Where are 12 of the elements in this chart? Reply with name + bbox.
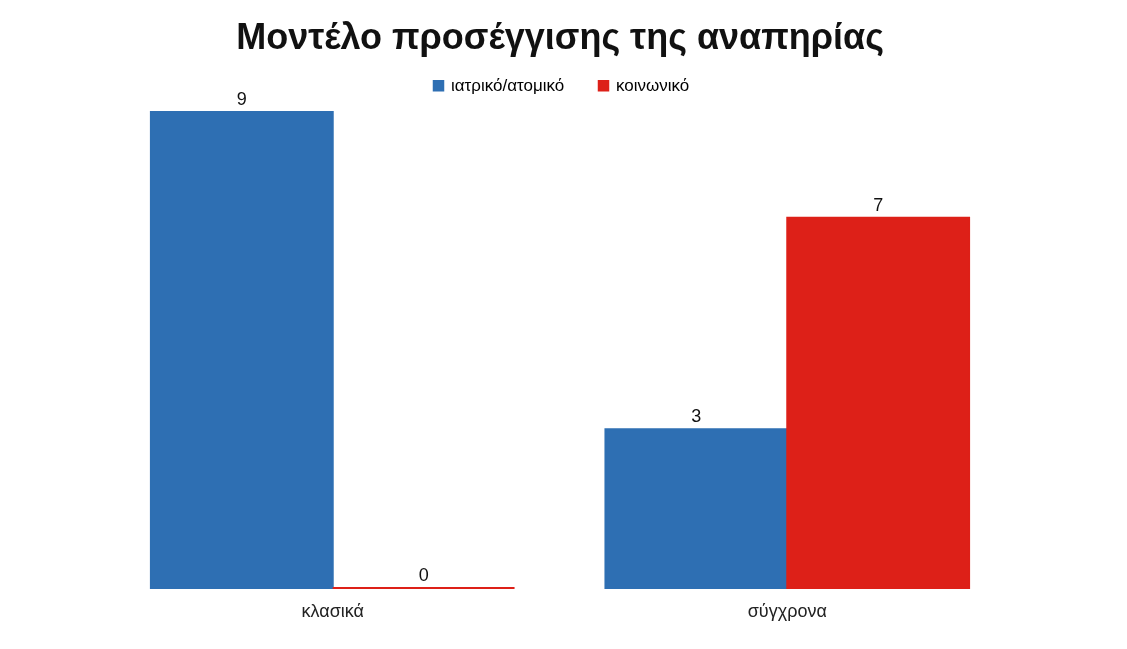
data-label: 3 (691, 406, 702, 427)
bar (604, 428, 789, 589)
chart-title: Μοντέλο προσέγγισης της αναπηρίας (236, 16, 884, 57)
bar (786, 216, 971, 589)
data-label: 0 (418, 565, 429, 585)
x-tick-label: σύγχρονα (747, 600, 827, 621)
legend-label: κοινωνικό (616, 75, 690, 95)
data-label: 9 (236, 89, 247, 109)
x-tick-label: κλασικά (301, 600, 364, 621)
legend-label: ιατρικό/ατομικό (451, 75, 565, 95)
data-label: 7 (873, 194, 884, 215)
bar (149, 111, 334, 589)
